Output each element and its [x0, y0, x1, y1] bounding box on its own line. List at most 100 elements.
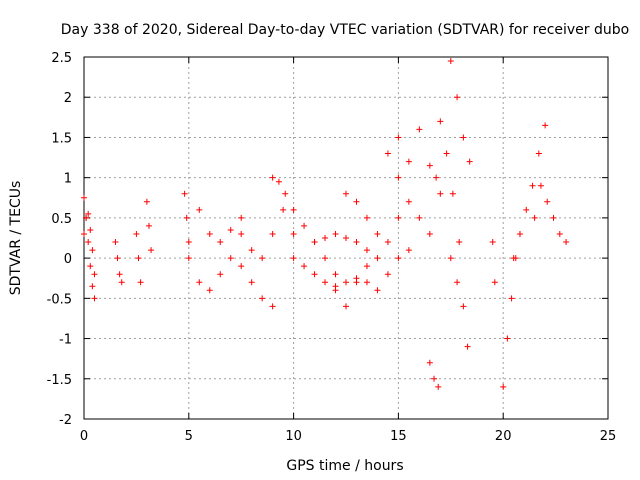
y-tick-label: 1.5: [51, 131, 72, 146]
data-point: [322, 279, 329, 286]
series-arc-19: [426, 162, 444, 197]
x-tick-label: 0: [80, 429, 88, 444]
data-point: [145, 222, 152, 229]
data-point: [454, 279, 461, 286]
data-point: [353, 198, 360, 205]
data-point: [196, 279, 203, 286]
series-arc-23: [489, 239, 498, 286]
data-point: [416, 126, 423, 133]
data-point: [395, 174, 402, 181]
data-point: [269, 303, 276, 310]
data-point: [374, 230, 381, 237]
data-point: [183, 214, 190, 221]
data-point: [85, 210, 92, 217]
data-point: [374, 255, 381, 262]
data-point: [181, 190, 188, 197]
data-point: [443, 150, 450, 157]
x-tick-label: 20: [495, 429, 512, 444]
data-point: [311, 239, 318, 246]
data-point: [353, 279, 360, 286]
data-point: [87, 263, 94, 270]
series-arc-1: [81, 210, 98, 278]
data-point: [447, 58, 454, 65]
data-point: [516, 230, 523, 237]
series-arc-18: [426, 359, 442, 390]
data-point: [460, 134, 467, 141]
data-point: [489, 239, 496, 246]
data-point: [248, 279, 255, 286]
x-axis-label: GPS time / hours: [286, 458, 403, 474]
data-point: [185, 239, 192, 246]
data-point: [456, 239, 463, 246]
data-point: [238, 230, 245, 237]
data-point: [343, 303, 349, 310]
data-point: [112, 239, 119, 246]
data-point: [227, 226, 234, 233]
data-point: [491, 279, 498, 286]
series-arc-11: [290, 255, 339, 290]
series-arc-20: [437, 118, 463, 246]
data-point: [290, 206, 297, 213]
data-point: [311, 271, 318, 278]
data-point: [460, 303, 467, 310]
series-arc-6: [185, 255, 276, 310]
data-point: [217, 239, 224, 246]
series-arc-26: [531, 182, 570, 246]
data-point: [116, 271, 123, 278]
series-arc-7: [196, 206, 245, 246]
data-point: [89, 283, 96, 290]
data-point: [363, 214, 370, 221]
data-point: [114, 255, 121, 262]
data-point: [148, 247, 155, 254]
data-markers: [81, 58, 570, 390]
data-point: [301, 263, 308, 270]
data-point: [217, 271, 224, 278]
data-point: [563, 239, 570, 246]
series-arc-8: [238, 206, 297, 262]
data-point: [91, 271, 98, 278]
series-arc-15: [363, 247, 412, 294]
data-point: [363, 263, 370, 270]
data-point: [426, 162, 433, 169]
series-arc-2: [112, 239, 125, 286]
data-point: [135, 255, 142, 262]
data-point: [544, 198, 551, 205]
data-point: [529, 182, 536, 189]
data-point: [435, 383, 442, 390]
data-point: [343, 235, 349, 241]
y-tick-label: 2.5: [51, 51, 72, 66]
series-arc-17: [395, 126, 423, 165]
data-point: [343, 279, 349, 286]
series-arc-0: [81, 194, 98, 302]
series-arc-14: [343, 190, 402, 246]
data-point: [290, 230, 297, 237]
series-arc-24: [500, 230, 523, 390]
data-point: [143, 198, 150, 205]
data-point: [269, 174, 276, 181]
data-point: [504, 335, 511, 342]
data-point: [259, 255, 266, 262]
x-tick-label: 15: [390, 429, 407, 444]
data-point: [537, 182, 544, 189]
data-point: [433, 174, 440, 181]
data-point: [91, 295, 98, 302]
data-point: [437, 190, 444, 197]
data-point: [332, 287, 339, 294]
y-tick-label: -1: [59, 333, 72, 348]
data-point: [322, 255, 329, 262]
y-tick-label: 0.5: [51, 212, 72, 227]
axis-ticks: 0 5 10 15 20 25 -2 -1.5 -1 -0.5 0 0.5 1 1.5 2 2.5: [47, 51, 617, 444]
data-point: [343, 190, 349, 197]
data-point: [332, 271, 339, 278]
data-point: [437, 118, 444, 125]
data-point: [384, 239, 391, 246]
data-point: [227, 255, 234, 262]
data-point: [353, 239, 360, 246]
data-point: [431, 375, 438, 382]
data-point: [363, 279, 370, 286]
data-point: [238, 263, 245, 270]
data-point: [395, 134, 402, 141]
series-arc-3: [133, 230, 144, 286]
chart-title: Day 338 of 2020, Sidereal Day-to-day VTE…: [61, 22, 629, 38]
data-point: [81, 230, 87, 237]
